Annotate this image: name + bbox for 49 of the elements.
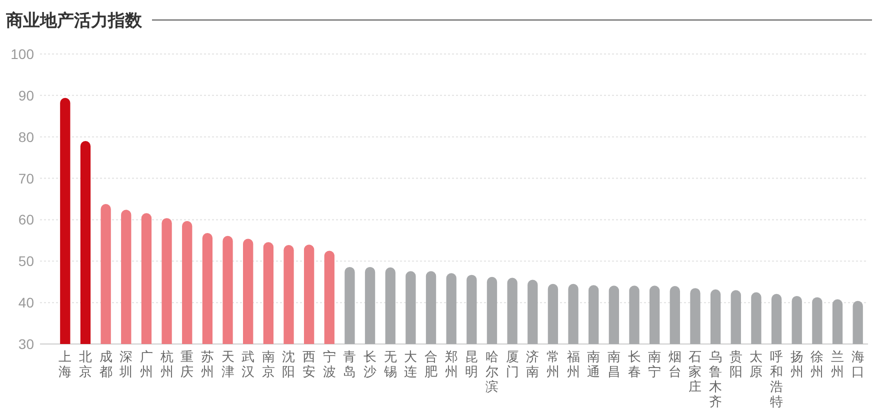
x-tick-label: 南京 <box>262 349 275 379</box>
x-tick-label: 福州 <box>566 349 580 379</box>
y-tick-label: 70 <box>18 170 34 186</box>
x-tick-label: 南昌 <box>607 349 620 379</box>
x-tick-label: 上海 <box>58 349 72 379</box>
x-tick-label: 北京 <box>78 349 92 379</box>
x-tick-label: 海口 <box>851 349 864 379</box>
x-tick-label: 长春 <box>628 349 641 379</box>
x-tick-label: 贵阳 <box>729 349 742 379</box>
x-tick-label: 杭州 <box>159 349 174 379</box>
x-tick-label: 呼和浩特 <box>770 349 784 409</box>
x-tick-label: 宁波 <box>322 349 336 379</box>
y-tick-label: 50 <box>18 253 34 270</box>
x-tick-label: 长沙 <box>364 349 377 379</box>
x-tick-label: 深圳 <box>118 349 133 379</box>
x-tick-label: 厦门 <box>506 349 519 379</box>
x-tick-label: 太原 <box>750 349 763 379</box>
x-tick-label: 武汉 <box>242 349 255 379</box>
chart-title: 商业地产活力指数 <box>5 11 143 30</box>
x-tick-label: 广州 <box>140 349 153 379</box>
x-tick-label: 哈尔滨 <box>485 349 498 394</box>
x-tick-label: 扬州 <box>790 349 804 379</box>
x-tick-label: 昆明 <box>465 349 478 379</box>
x-tick-label: 成都 <box>99 349 112 379</box>
x-tick-label: 青岛 <box>343 349 356 379</box>
x-tick-label: 沈阳 <box>282 349 296 379</box>
y-tick-label: 60 <box>18 212 34 228</box>
x-tick-label: 南宁 <box>648 349 662 379</box>
x-tick-label: 合肥 <box>424 349 438 379</box>
x-tick-label: 郑州 <box>444 349 458 379</box>
x-tick-label: 徐州 <box>810 349 824 379</box>
x-tick-label: 石家庄 <box>688 349 702 394</box>
y-tick-label: 90 <box>18 87 34 104</box>
x-tick-label: 苏州 <box>200 349 214 379</box>
x-tick-label: 天津 <box>221 349 234 379</box>
x-tick-label: 西安 <box>302 349 316 379</box>
x-tick-label: 常州 <box>546 349 560 379</box>
x-tick-label: 无锡 <box>382 349 397 379</box>
x-tick-label: 济南 <box>526 349 540 379</box>
y-tick-label: 40 <box>18 294 34 311</box>
x-tick-label: 南通 <box>587 349 600 379</box>
y-tick-label: 100 <box>10 46 34 62</box>
x-tick-label: 重庆 <box>180 349 194 379</box>
x-tick-label: 烟台 <box>668 349 682 379</box>
x-tick-label: 大连 <box>404 349 418 379</box>
y-tick-label: 80 <box>18 128 34 145</box>
y-tick-label: 30 <box>18 336 34 352</box>
x-tick-label: 兰州 <box>831 349 844 379</box>
x-tick-label: 乌鲁木齐 <box>709 349 722 409</box>
